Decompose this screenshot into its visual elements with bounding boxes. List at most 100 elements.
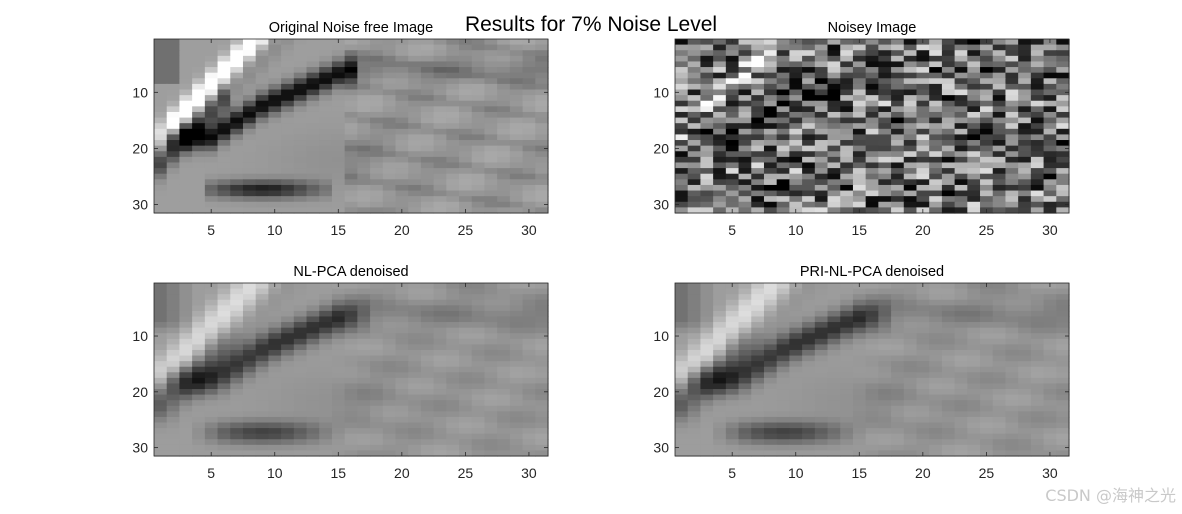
heatmap-cell [814, 355, 829, 362]
heatmap-cell [154, 89, 168, 96]
heatmap-cell [852, 322, 867, 329]
heatmap-cell [471, 327, 486, 334]
heatmap-cell [192, 168, 206, 175]
heatmap-cell [370, 201, 384, 208]
heatmap-cell [179, 78, 193, 85]
heatmap-cell [840, 327, 854, 334]
heatmap-cell [878, 405, 892, 412]
heatmap-cell [166, 44, 181, 51]
heatmap-cell [725, 179, 740, 186]
heatmap-cell [230, 156, 244, 164]
heatmap-cell [700, 151, 714, 158]
heatmap-cell [446, 400, 460, 407]
heatmap-cell [522, 411, 536, 418]
heatmap-cell [331, 422, 346, 429]
heatmap-cell [217, 44, 231, 51]
heatmap-cell [713, 439, 727, 446]
heatmap-cell [980, 162, 994, 169]
heatmap-cell [903, 405, 918, 412]
heatmap-cell [230, 416, 244, 424]
heatmap-cell [255, 140, 269, 147]
heatmap-cell [420, 145, 435, 152]
heatmap-cell [814, 422, 829, 429]
heatmap-cell [675, 344, 689, 351]
heatmap-cell [459, 162, 473, 169]
heatmap-cell [992, 111, 1007, 119]
heatmap-cell [471, 179, 486, 186]
heatmap-cell [255, 72, 269, 79]
heatmap-cell [1030, 140, 1045, 147]
heatmap-cell [166, 322, 181, 329]
heatmap-cell [471, 288, 486, 295]
heatmap-cell [420, 338, 435, 345]
heatmap-cell [992, 156, 1007, 164]
heatmap-cell [916, 372, 930, 379]
heatmap-cell [382, 72, 397, 79]
heatmap-cell [395, 322, 409, 329]
heatmap-cell [484, 310, 498, 318]
heatmap-cell [179, 145, 193, 152]
heatmap-cell [891, 305, 905, 312]
heatmap-cell [789, 327, 803, 334]
heatmap-cell [154, 100, 168, 107]
heatmap-cell [484, 383, 498, 390]
heatmap-cell [459, 400, 473, 407]
heatmap-cell [878, 389, 892, 396]
heatmap-cell [344, 55, 358, 63]
heatmap-cell [878, 190, 892, 197]
heatmap-cell [281, 128, 295, 136]
heatmap-cell [980, 405, 994, 412]
heatmap-cell [204, 428, 219, 435]
heatmap-cell [395, 394, 409, 401]
heatmap-cell [763, 361, 778, 368]
heatmap-cell [370, 428, 384, 435]
heatmap-cell [408, 140, 422, 147]
heatmap-cell [763, 44, 778, 51]
heatmap-cell [293, 389, 308, 396]
heatmap-cell [522, 344, 536, 351]
heatmap-cell [891, 422, 905, 429]
heatmap-cell [1005, 383, 1019, 390]
heatmap-cell [802, 128, 816, 136]
heatmap-cell [878, 151, 892, 158]
heatmap-cell [1056, 444, 1070, 452]
heatmap-cell [395, 316, 409, 323]
heatmap-cell [446, 372, 460, 379]
heatmap-cell [891, 316, 905, 323]
heatmap-cell [446, 316, 460, 323]
heatmap-cell [255, 55, 269, 63]
heatmap-cell [929, 39, 943, 46]
heatmap-cell [471, 72, 486, 79]
heatmap-cell [204, 168, 219, 175]
heatmap-cell [319, 95, 333, 102]
heatmap-cell [535, 173, 549, 180]
heatmap-cell [1030, 288, 1045, 295]
heatmap-cell [751, 411, 765, 418]
heatmap-cell [903, 123, 918, 130]
heatmap-cell [471, 61, 486, 68]
heatmap-cell [154, 305, 168, 312]
heatmap-cell [738, 294, 752, 301]
heatmap-cell [916, 428, 930, 435]
heatmap-cell [1030, 349, 1045, 357]
heatmap-cell [954, 316, 968, 323]
heatmap-cell [713, 168, 727, 175]
heatmap-cell [166, 372, 181, 379]
heatmap-cell [992, 67, 1007, 74]
heatmap-cell [789, 123, 803, 130]
heatmap-cell [725, 439, 740, 446]
heatmap-cell [763, 394, 778, 401]
heatmap-cell [675, 305, 689, 312]
heatmap-cell [903, 145, 918, 152]
heatmap-cell [827, 173, 841, 180]
heatmap-cell [776, 428, 790, 435]
heatmap-cell [154, 196, 168, 203]
heatmap-cell [840, 422, 854, 429]
heatmap-cell [471, 128, 486, 136]
heatmap-cell [166, 140, 181, 147]
heatmap-cell [179, 327, 193, 334]
heatmap-cell [725, 316, 740, 323]
heatmap-cell [763, 134, 778, 141]
heatmap-cell [916, 316, 930, 323]
heatmap-cell [1018, 207, 1032, 214]
